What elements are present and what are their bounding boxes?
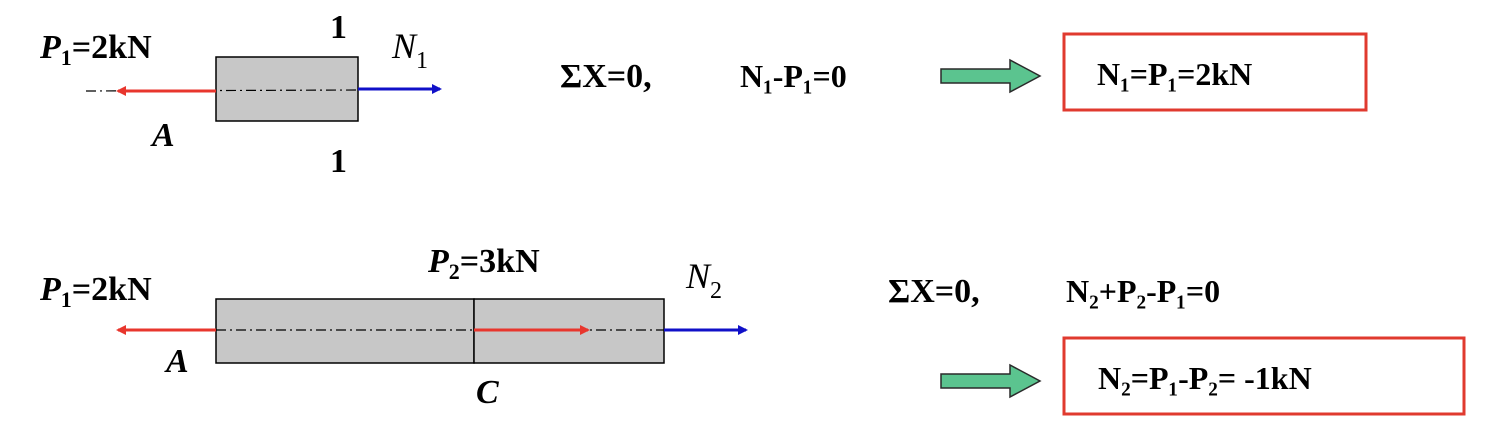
section-label-bottom: 1: [330, 143, 347, 180]
implies-arrow-1: [940, 58, 1042, 94]
equation-2: N₂+P₂-P₁=0: [1066, 273, 1220, 309]
point-a-label-1: A: [150, 117, 175, 154]
equation-1: N₁-P₁=0: [740, 58, 847, 94]
point-a-label-2: A: [164, 343, 189, 380]
diagram-2: P1=2kN P2=3kN N2 A C ΣX=0, N₂+P₂-P₁=0 N₂…: [39, 243, 1466, 416]
n1-label: N1: [391, 26, 428, 74]
equilibrium-label-1: ΣX=0,: [560, 58, 652, 95]
p1-label-2: P1=2kN: [39, 271, 152, 312]
result-box-1: [1062, 32, 1368, 112]
p2-label: P2=3kN: [427, 243, 540, 284]
diagram-1: P1=2kN 1 1 N1 A ΣX=0, N₁-P₁=0 N₁=P₁=2kN: [39, 9, 1368, 180]
bar-segment-ac: [215, 298, 475, 364]
point-c-label: C: [476, 374, 499, 411]
equilibrium-label-2: ΣX=0,: [888, 273, 980, 310]
result-2: N₂=P₁-P₂= -1kN: [1098, 360, 1312, 396]
implies-arrow-2: [940, 363, 1042, 399]
result-1: N₁=P₁=2kN: [1097, 56, 1252, 92]
section-label-top: 1: [330, 9, 347, 46]
n2-label: N2: [685, 256, 722, 304]
p1-label-1: P1=2kN: [39, 29, 152, 70]
result-box-2: [1062, 336, 1466, 416]
bar-segment-1: [215, 56, 359, 122]
